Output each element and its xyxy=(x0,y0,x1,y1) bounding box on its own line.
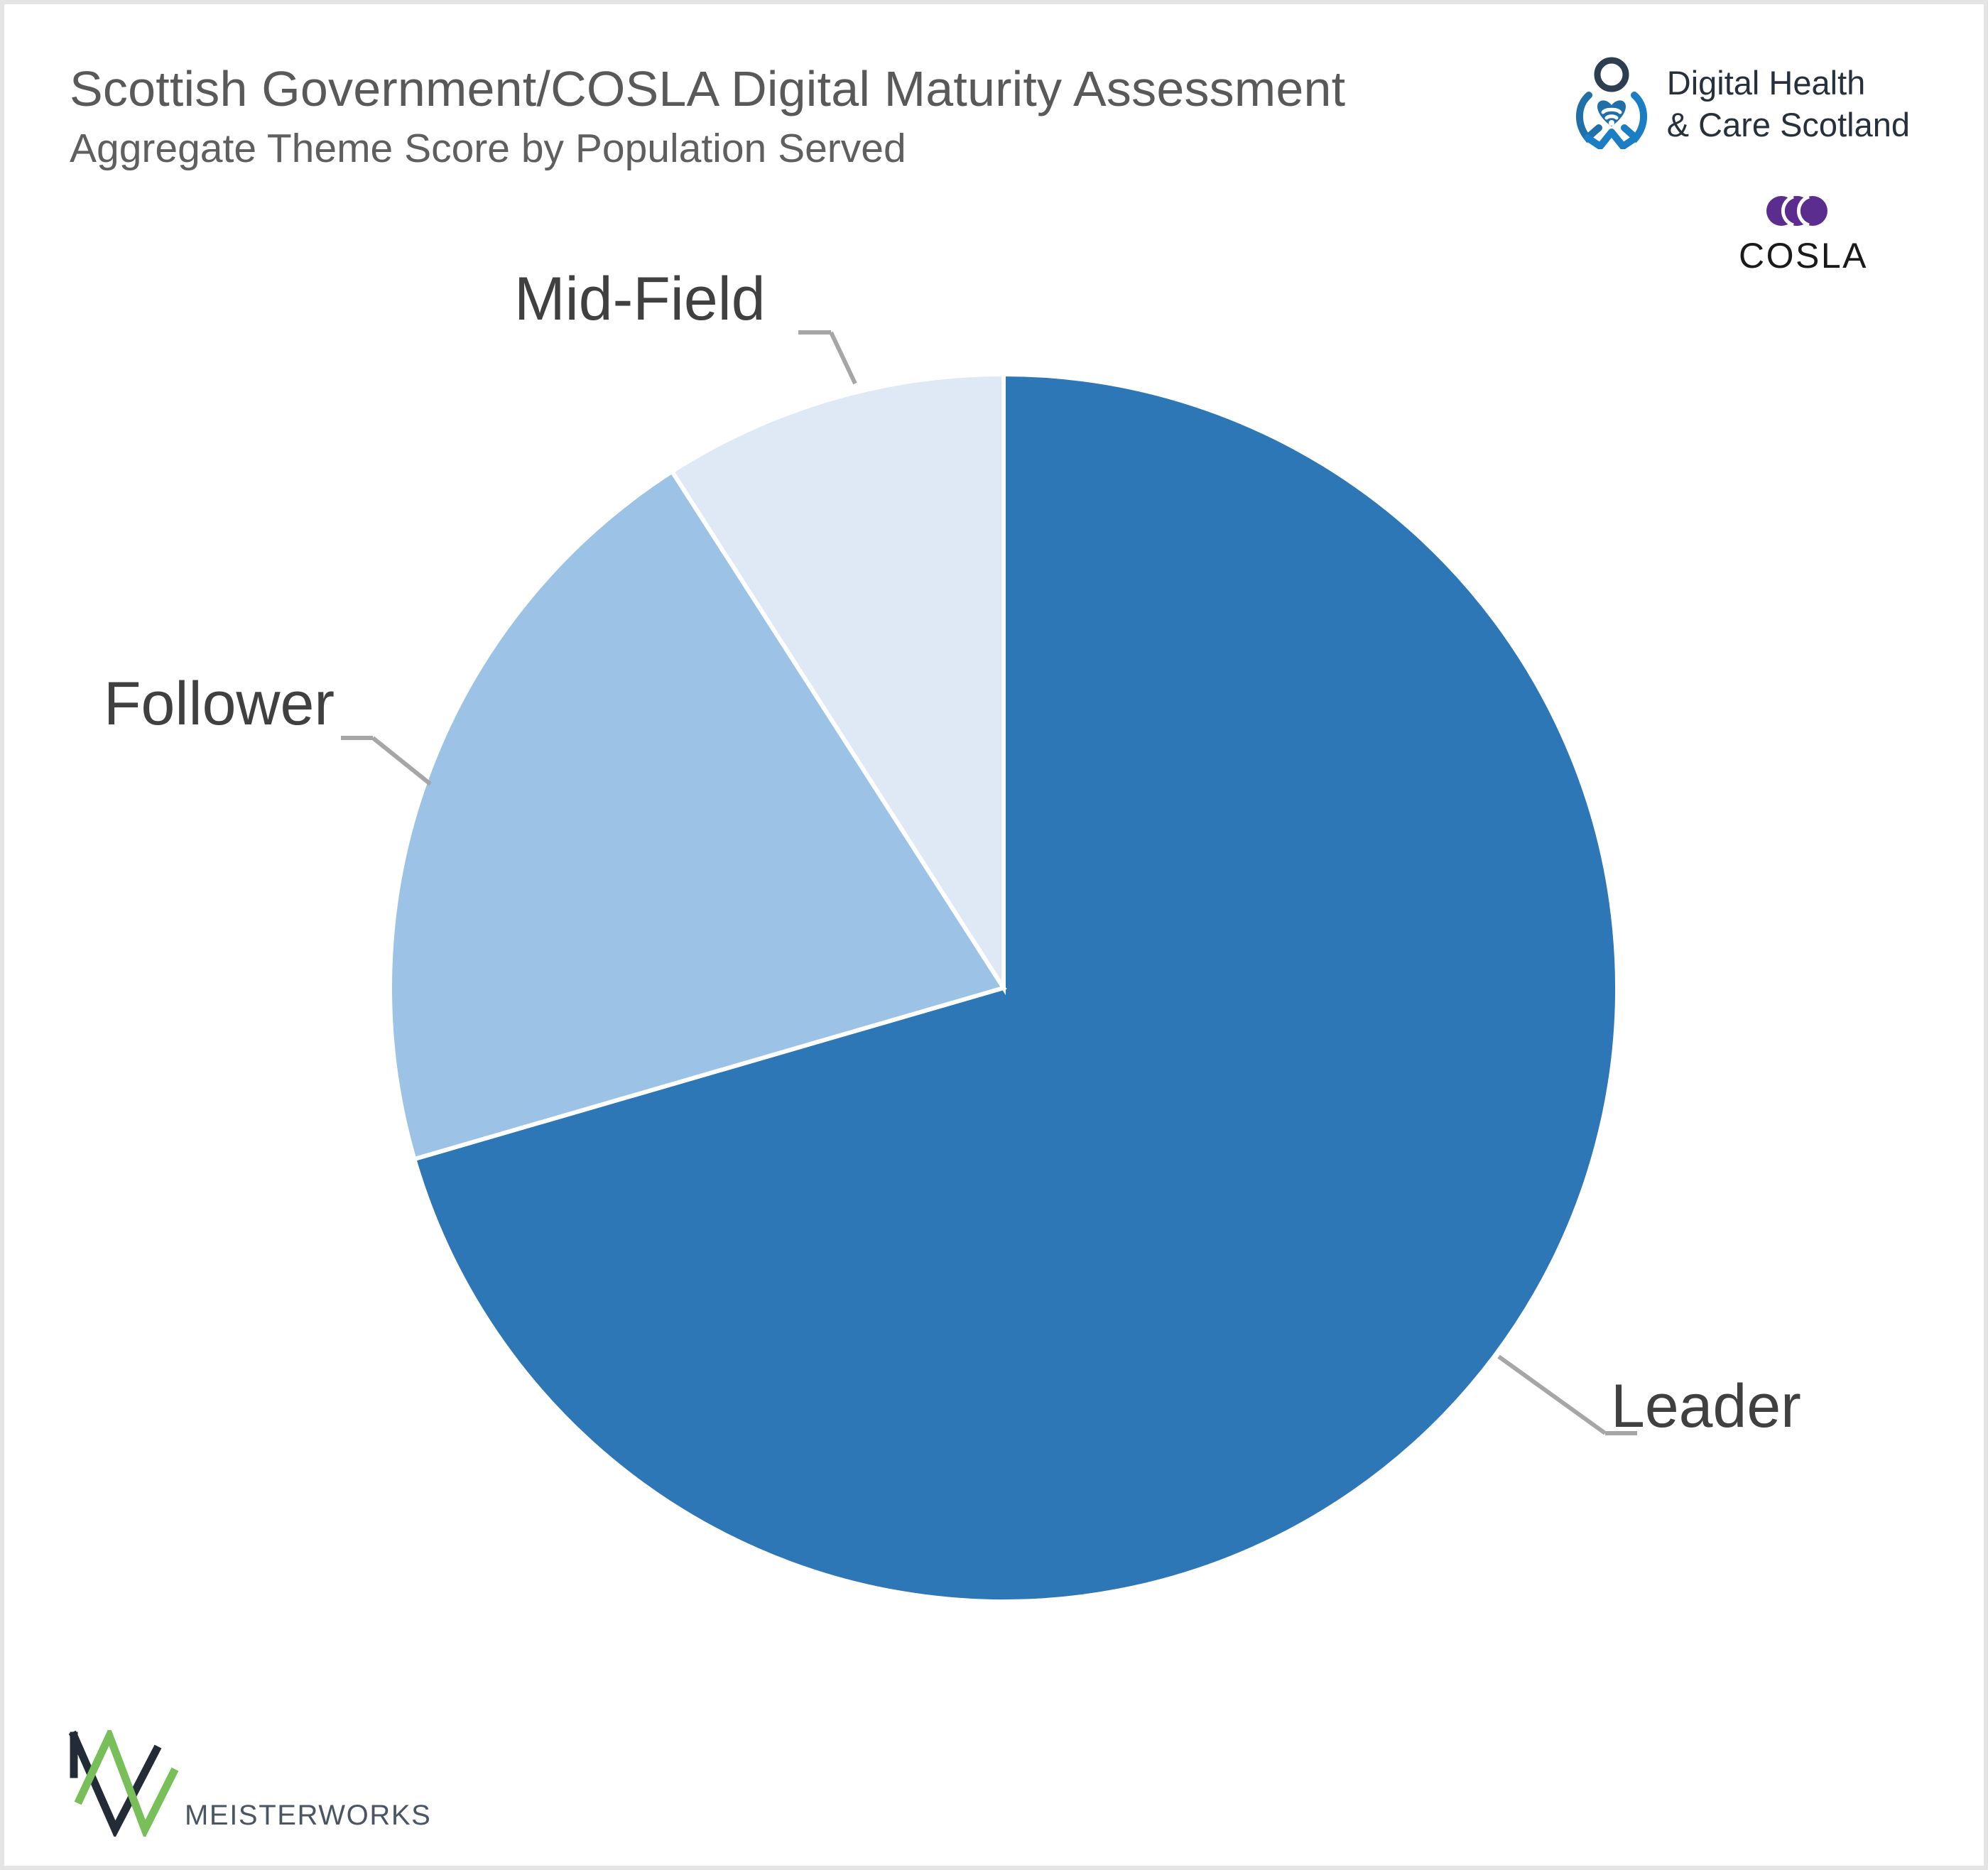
digital-health-care-scotland-logo: Digital Health & Care Scotland xyxy=(1572,55,1910,153)
cosla-logo: COSLA xyxy=(1739,195,1868,276)
pie-chart xyxy=(4,4,1984,1866)
pie-label-mid-field: Mid-Field xyxy=(514,265,766,333)
pie-slice-follower[interactable] xyxy=(387,468,1007,1162)
dhcs-logo-line2: & Care Scotland xyxy=(1666,105,1910,143)
pie-label-leader: Leader xyxy=(1611,1372,1801,1440)
pie-slice-mid-field[interactable] xyxy=(669,371,1006,996)
pie-slice-leader[interactable] xyxy=(411,371,1619,1604)
dhcs-logo-text: Digital Health & Care Scotland xyxy=(1667,62,1910,146)
chart-header: Scottish Government/COSLA Digital Maturi… xyxy=(70,60,1526,173)
mw-zigzag-icon xyxy=(60,1725,182,1840)
page-title: Scottish Government/COSLA Digital Maturi… xyxy=(70,61,1346,116)
meisterworks-wordmark: MEISTERWORKS xyxy=(185,1800,432,1831)
leader-line-follower xyxy=(371,736,432,786)
cosla-wordmark: COSLA xyxy=(1738,236,1868,276)
page-subtitle: Aggregate Theme Score by Population Serv… xyxy=(70,125,906,171)
meisterworks-logo: MEISTERWORKS xyxy=(60,1725,432,1840)
person-heart-wifi-icon xyxy=(1572,55,1651,153)
leader-line-mid-field xyxy=(829,331,857,385)
three-circles-icon xyxy=(1764,195,1843,231)
pie-label-follower: Follower xyxy=(104,670,335,738)
dhcs-logo-line1: Digital Health xyxy=(1666,64,1866,102)
leader-line-leader xyxy=(1497,1354,1607,1435)
